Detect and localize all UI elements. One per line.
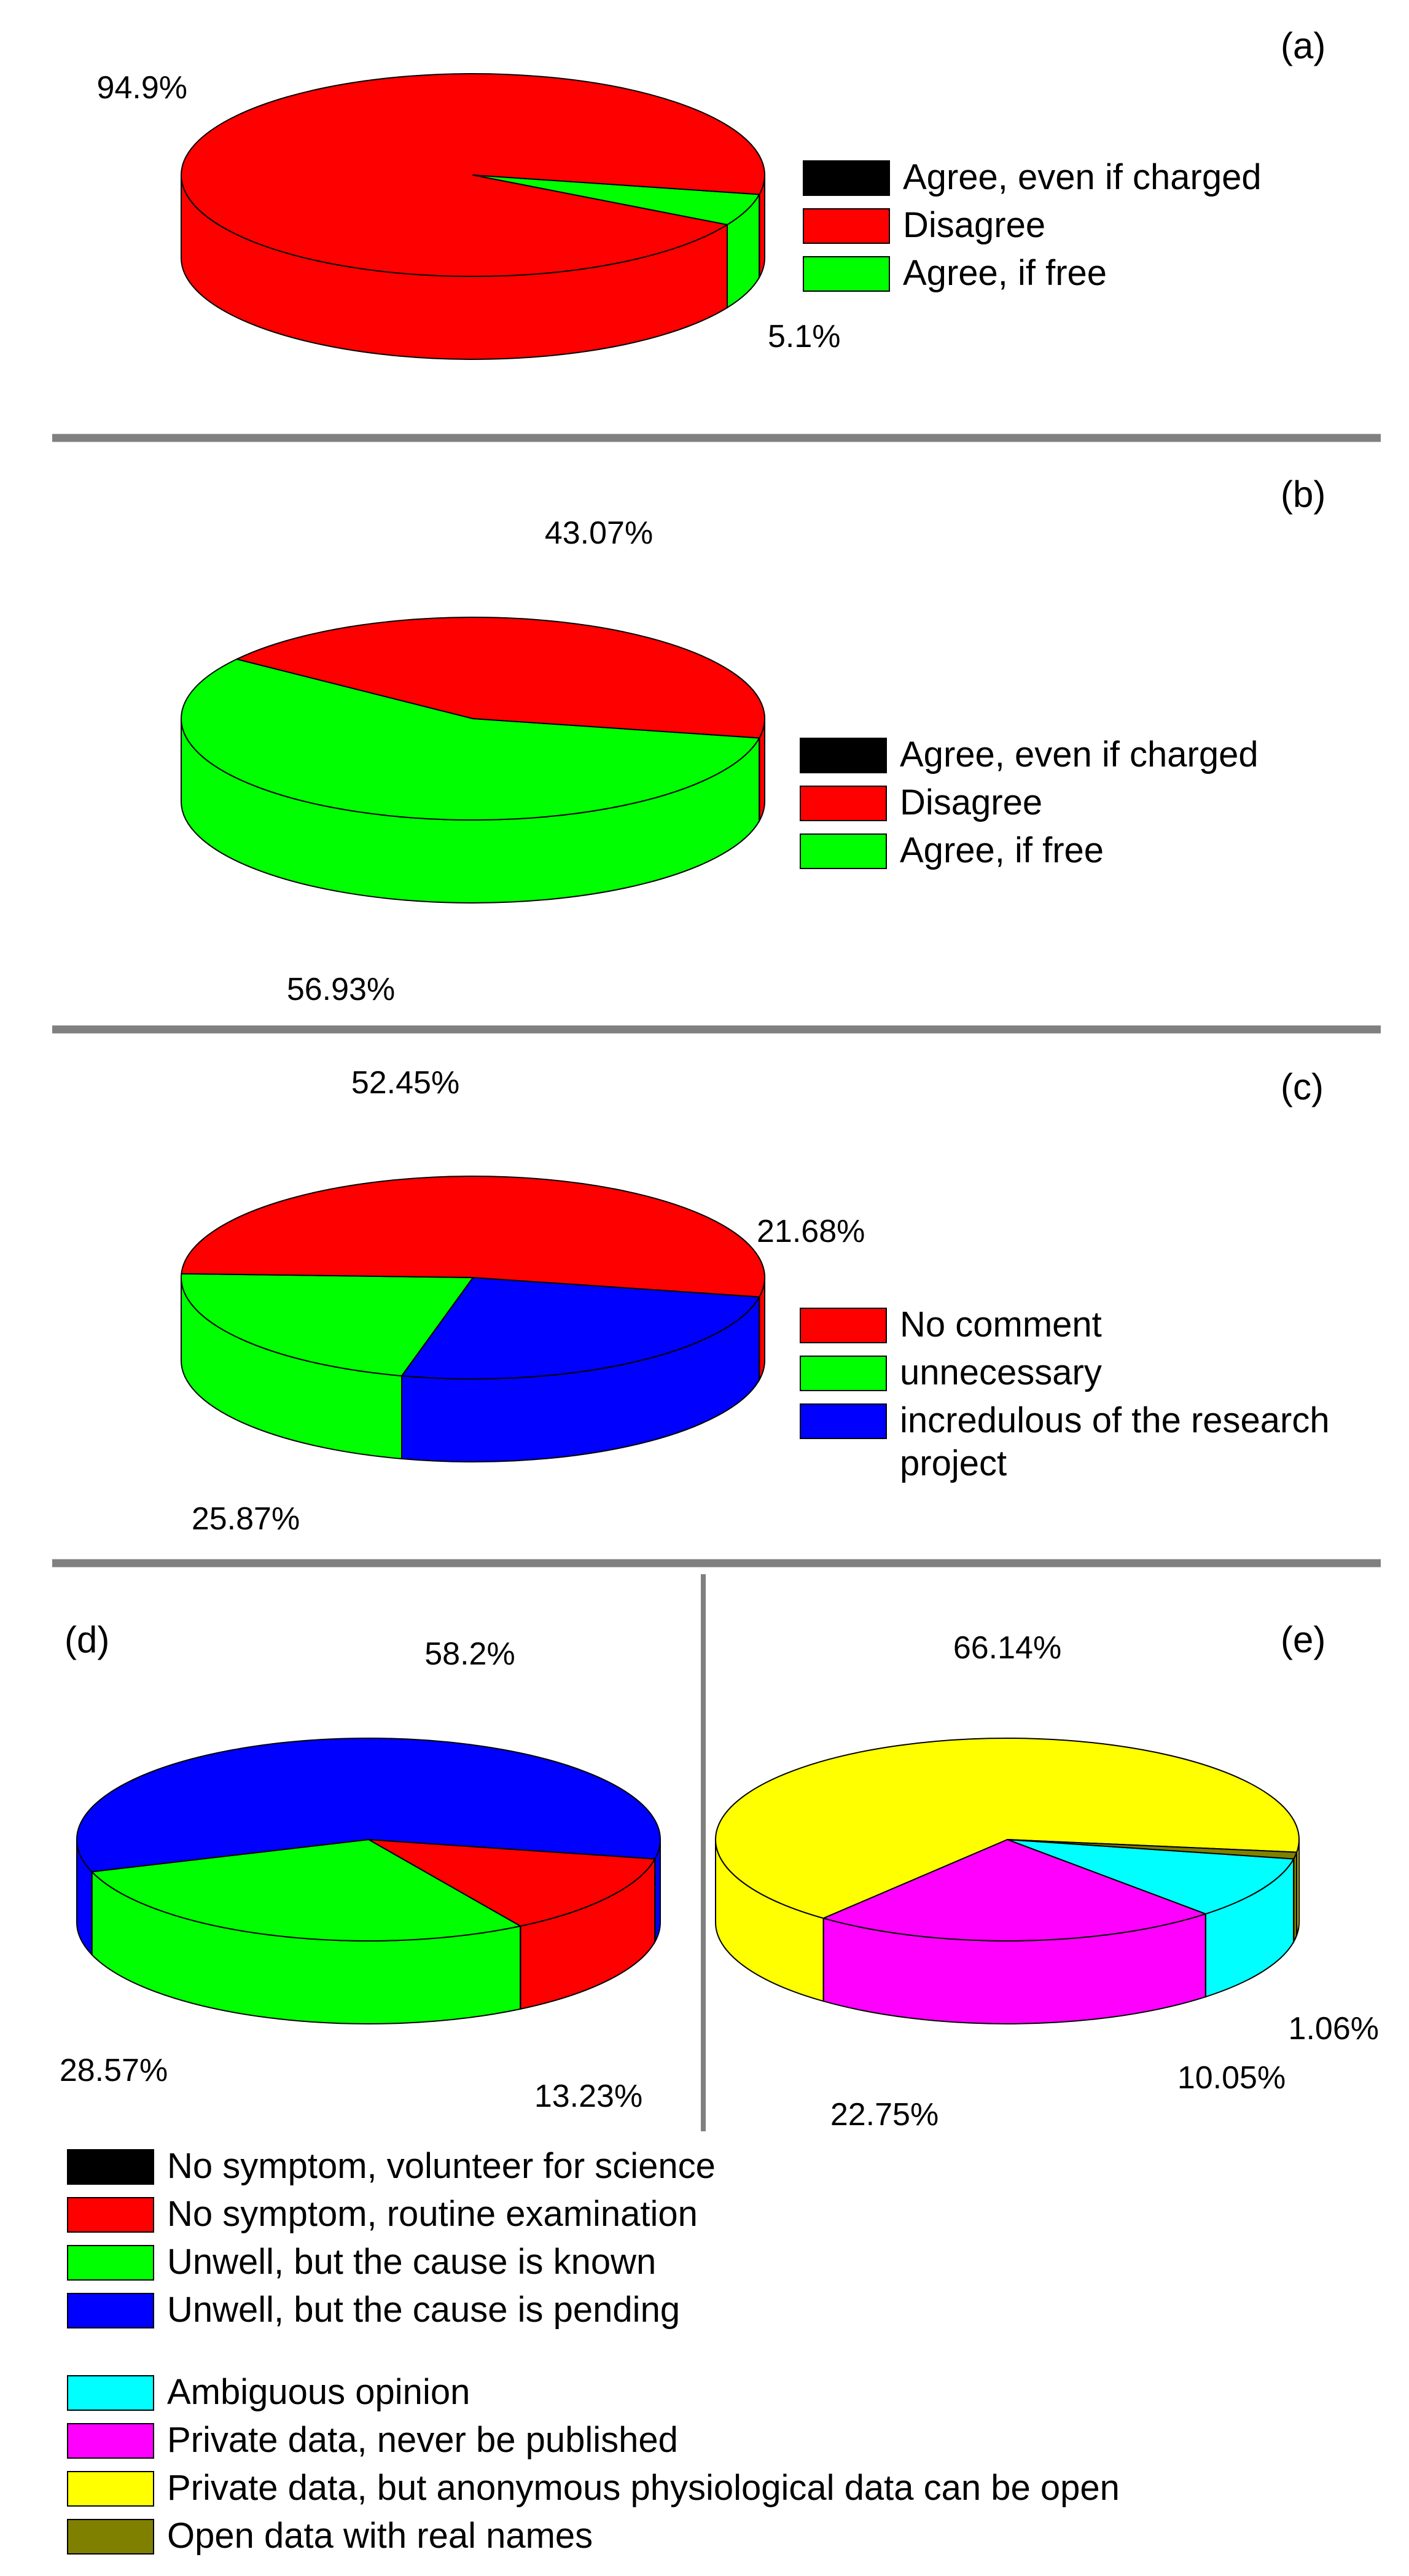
legend-label: Unwell, but the cause is known — [167, 2242, 656, 2282]
pie-slice-d-2 — [91, 1839, 521, 1942]
percent-label: 66.14% — [953, 1630, 1061, 1666]
pie-slice-b-2 — [181, 658, 760, 821]
legend-swatch — [803, 160, 890, 196]
percent-label: 5.1% — [768, 319, 841, 354]
legend-swatch — [67, 2197, 154, 2233]
legend-group: Agree, even if charged Disagree Agree, if … — [67, 157, 1330, 2556]
percent-label: 28.57% — [60, 2053, 168, 2088]
legend-label: Agree, if free — [903, 253, 1107, 293]
pie-a: 94.9% 5.1% — [97, 70, 841, 360]
pie-slice-c-2 — [401, 1277, 760, 1380]
pie-slice-e-2 — [715, 1738, 1300, 1919]
legend-swatch — [800, 833, 887, 869]
pie-slice-b-1 — [236, 617, 765, 739]
percent-label: 43.07% — [545, 515, 653, 551]
percent-label: 13.23% — [534, 2078, 642, 2114]
legend-label: Open data with real names — [167, 2516, 593, 2556]
legend-label: Private data, but anonymous physiologica… — [167, 2468, 1120, 2508]
legend-label: Disagree — [900, 783, 1042, 822]
legend-d: No symptom, volunteer for science No symp… — [67, 2146, 716, 2330]
pie-slice-e-3 — [1007, 1839, 1298, 1860]
percent-label: 25.87% — [192, 1501, 300, 1537]
pie-e: 10.05% 22.75% 66.14% 1.06% — [715, 1630, 1379, 2133]
legend-label: No symptom, routine examination — [167, 2194, 698, 2234]
legend-swatch — [800, 786, 887, 821]
legend-label: Disagree — [903, 205, 1045, 245]
panel-label-d: (d) — [64, 1619, 109, 1660]
legend-swatch — [800, 738, 887, 773]
percent-label: 56.93% — [287, 972, 395, 1007]
pie-slice-e-0 — [1007, 1839, 1295, 1915]
legend-swatch — [67, 2423, 154, 2459]
pie-slice-e-1 — [822, 1839, 1206, 1942]
legend-a: Agree, even if charged Disagree Agree, if … — [803, 157, 1262, 293]
legend-label: incredulous of the research — [900, 1400, 1330, 1440]
legend-label: project — [900, 1443, 1007, 1483]
pie-slice-d-3 — [76, 1738, 661, 1873]
pie-slice-c-1 — [181, 1273, 474, 1377]
legend-b: Agree, even if charged Disagree Agree, if … — [800, 735, 1259, 870]
percent-label: 52.45% — [351, 1065, 459, 1101]
percent-label: 94.9% — [97, 70, 187, 106]
panel-label-b: (b) — [1281, 474, 1325, 515]
legend-swatch — [800, 1356, 887, 1391]
legend-swatch — [803, 256, 890, 292]
panel-label-c: (c) — [1281, 1066, 1324, 1107]
pie-group: 94.9% 5.1% 43.07% 56.93% 52.45% 21.68% 25.87% 1… — [60, 70, 1379, 2133]
legend-label: Ambiguous opinion — [167, 2372, 470, 2412]
panel-label-e: (e) — [1281, 1619, 1325, 1660]
pie-slice-a-1 — [181, 73, 765, 277]
percent-label: 21.68% — [757, 1214, 865, 1249]
percent-label: 22.75% — [830, 2097, 939, 2133]
legend-swatch — [67, 2293, 154, 2328]
legend-swatch — [67, 2245, 154, 2281]
pie-b: 43.07% 56.93% — [181, 515, 765, 1007]
panel-label-a: (a) — [1281, 25, 1325, 66]
pie-d: 13.23% 28.57% 58.2% — [60, 1636, 661, 2114]
legend-e: Ambiguous opinion Private data, never be … — [67, 2372, 1120, 2556]
legend-swatch — [67, 2519, 154, 2555]
legend-swatch — [803, 208, 890, 244]
percent-label: 1.06% — [1289, 2011, 1379, 2047]
legend-label: No comment — [900, 1305, 1102, 1345]
legend-c: No comment unnecessary incredulous of the … — [800, 1305, 1330, 1483]
legend-label: Private data, never be published — [167, 2420, 678, 2460]
legend-swatch — [67, 2471, 154, 2507]
pie-slice-c-0 — [181, 1176, 765, 1298]
legend-swatch — [67, 2149, 154, 2185]
legend-label: Agree, even if charged — [900, 735, 1259, 775]
pie-slice-d-1 — [368, 1839, 656, 1927]
legend-label: Agree, if free — [900, 830, 1104, 870]
legend-swatch — [67, 2375, 154, 2411]
legend-swatch — [800, 1308, 887, 1343]
legend-label: Unwell, but the cause is pending — [167, 2290, 680, 2330]
legend-label: Agree, even if charged — [903, 157, 1262, 197]
legend-label: No symptom, volunteer for science — [167, 2146, 716, 2186]
pie-c: 52.45% 21.68% 25.87% — [181, 1065, 865, 1537]
percent-label: 10.05% — [1177, 2060, 1286, 2096]
legend-swatch — [800, 1403, 887, 1439]
percent-label: 58.2% — [424, 1636, 515, 1672]
pie-slice-a-2 — [472, 174, 760, 225]
legend-label: unnecessary — [900, 1352, 1102, 1392]
